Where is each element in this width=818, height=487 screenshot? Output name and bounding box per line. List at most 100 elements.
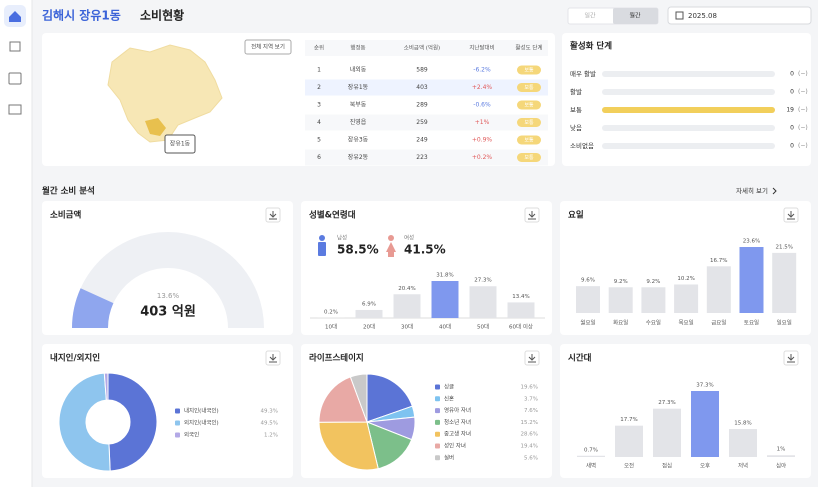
sidebar	[0, 0, 32, 487]
legend-label: 외국인	[184, 432, 199, 439]
activity-name: 소비없음	[570, 141, 594, 150]
activity-track	[602, 89, 775, 95]
card-activity	[562, 33, 811, 166]
x-tick-label: 오후	[700, 463, 710, 470]
bar-label: 9.2%	[614, 279, 628, 285]
legend-value: 3.7%	[524, 396, 538, 402]
table-row[interactable]	[305, 62, 548, 78]
gauge-fill	[72, 288, 114, 329]
table-cell: -6.2%	[473, 67, 491, 74]
bar	[608, 287, 633, 313]
activity-track	[602, 143, 775, 149]
bar-label: 9.6%	[581, 278, 595, 284]
x-tick-label: 저녁	[738, 462, 748, 470]
date-picker[interactable]	[667, 6, 812, 25]
card-title: 성별&연령대	[309, 210, 356, 221]
table-cell: -0.6%	[473, 102, 491, 109]
table-cell: 1	[317, 67, 321, 74]
section-title: 월간 소비 분석	[42, 186, 95, 197]
nav-report[interactable]	[8, 104, 22, 115]
bar	[355, 309, 383, 318]
badge	[517, 83, 541, 92]
title-rest: 소비현황	[140, 8, 184, 23]
bar	[469, 286, 497, 318]
bar-label: 21.5%	[775, 244, 792, 250]
more-link[interactable]: 자세히 보기	[736, 186, 768, 195]
more-arrow	[772, 187, 777, 195]
table-cell: 223	[416, 154, 428, 161]
legend-swatch	[175, 432, 180, 438]
map-button[interactable]	[244, 39, 292, 55]
bar-label: 31.8%	[436, 273, 453, 279]
bar	[393, 294, 421, 318]
x-tick-label: 심야	[776, 462, 786, 470]
tab-active	[613, 8, 658, 24]
table-cell: 장유1동	[348, 83, 369, 91]
x-tick-label: 50대	[477, 323, 489, 331]
table-row[interactable]	[305, 114, 548, 131]
nav-calendar[interactable]	[8, 72, 22, 85]
table-cell: 북부동	[350, 102, 367, 109]
legend-value: 28.6%	[521, 432, 538, 438]
bar	[641, 287, 666, 313]
legend-label: 외지인(내국인)	[184, 419, 219, 427]
x-tick-label: 토요일	[744, 319, 759, 327]
activity-value: 0	[790, 125, 794, 132]
badge	[517, 153, 541, 162]
legend-label: 성인 자녀	[444, 442, 466, 450]
legend-swatch	[175, 420, 180, 426]
pie-slice	[349, 373, 368, 423]
bar-label: 15.8%	[734, 421, 751, 427]
bar-label: 0.2%	[324, 309, 338, 315]
table-row[interactable]	[305, 149, 548, 166]
x-tick-label: 오전	[624, 462, 634, 470]
table-row[interactable]	[305, 97, 548, 113]
nav-store[interactable]	[9, 41, 21, 52]
table-cell: 장유2동	[348, 153, 369, 161]
female-icon	[388, 251, 394, 257]
badge-label: 보통	[524, 120, 534, 126]
table-row[interactable]	[305, 132, 548, 148]
gender-share: 58.5%	[337, 243, 379, 257]
legend-swatch	[435, 396, 440, 402]
bar-label: 27.3%	[658, 400, 675, 406]
download-icon	[787, 354, 795, 363]
table-row[interactable]	[305, 79, 548, 96]
bar	[576, 286, 600, 313]
legend-value: 19.4%	[521, 444, 538, 450]
gauge-total: 403 억원	[140, 305, 196, 320]
map-marker-label: 장유1동	[170, 140, 191, 148]
badge-label: 보통	[524, 138, 534, 144]
table-header-cell: 활성도 단계	[515, 44, 542, 52]
activity-change: (−)	[798, 107, 808, 114]
table-cell: 259	[416, 119, 428, 126]
table-header	[305, 40, 548, 56]
card-timeofday	[560, 344, 811, 478]
bar	[674, 284, 699, 313]
gauge-track	[72, 232, 264, 329]
pie-slice	[107, 372, 158, 472]
activity-value: 19	[786, 107, 794, 114]
bar-label: 17.7%	[620, 417, 637, 423]
legend-value: 15.2%	[521, 420, 538, 426]
legend-swatch	[435, 455, 440, 461]
bar-label: 16.7%	[710, 258, 727, 264]
x-tick-label: 60대 이상	[509, 323, 533, 331]
activity-change: (−)	[798, 125, 808, 132]
tab-daily[interactable]: 일간	[584, 12, 596, 20]
table-cell: 2	[317, 84, 321, 91]
map-selected[interactable]	[145, 118, 166, 136]
calendar-icon	[675, 11, 684, 20]
bar	[691, 391, 719, 457]
bar	[767, 455, 795, 457]
legend-label: 실버	[444, 453, 454, 461]
download-icon	[787, 211, 795, 220]
badge	[517, 65, 541, 75]
table-cell: 장유3동	[348, 136, 369, 144]
male-icon	[319, 235, 325, 241]
table-cell: 289	[416, 102, 428, 109]
activity-value: 0	[790, 89, 794, 96]
tab-monthly[interactable]: 월간	[629, 12, 641, 20]
legend-swatch	[435, 443, 440, 449]
map-button-label: 전체 지역 보기	[251, 43, 285, 51]
